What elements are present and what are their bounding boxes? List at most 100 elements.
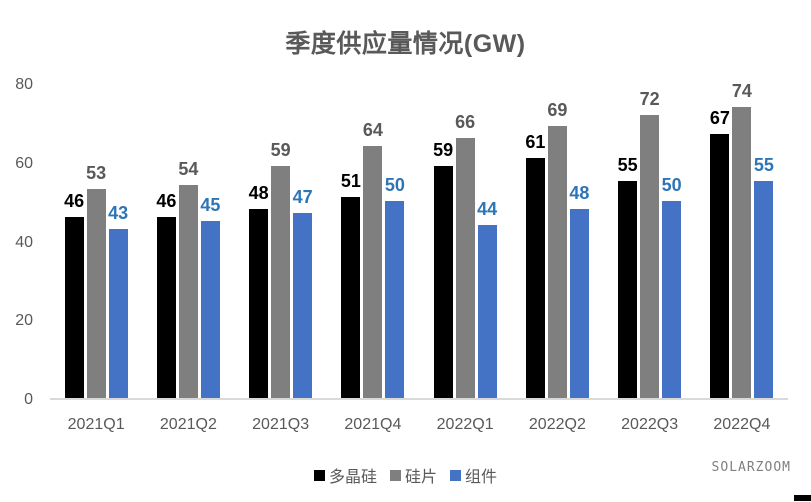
legend-label: 组件 [465, 469, 498, 486]
bar-value-label: 61 [525, 131, 546, 152]
bar-slot: 69 [547, 101, 567, 398]
bar-slot: 74 [732, 82, 752, 398]
bar-slot: 53 [86, 164, 106, 398]
bar-value-label: 47 [292, 186, 313, 207]
bar-slot: 51 [341, 172, 361, 398]
bar-value-label: 46 [156, 190, 177, 211]
bar [525, 157, 545, 398]
x-axis: 2021Q1 2021Q2 2021Q3 2021Q4 2022Q1 2022Q2 2022… [50, 416, 788, 434]
bar-group: 59 66 44 [419, 85, 511, 398]
bar-value-label: 74 [731, 80, 752, 101]
bar-slot: 64 [363, 121, 383, 398]
bar-slot: 50 [385, 176, 405, 398]
bar-group: 55 72 50 [604, 85, 696, 398]
bar-slot: 59 [433, 141, 453, 398]
bar [363, 146, 383, 398]
legend-swatch-icon [389, 469, 401, 481]
bar-slot: 54 [178, 160, 198, 398]
bar [64, 216, 84, 398]
bar [271, 165, 291, 398]
bar-value-label: 48 [248, 183, 269, 203]
bar-value-label: 55 [617, 155, 638, 176]
y-axis: 0 20 40 60 80 [0, 0, 33, 502]
bar-group: 46 53 43 [50, 85, 142, 398]
bar-slot: 61 [525, 133, 545, 398]
legend-swatch-icon [313, 469, 325, 481]
x-tick-label: 2022Q4 [713, 416, 771, 433]
bar [178, 185, 198, 398]
bar-slot: 55 [618, 156, 638, 398]
bar [547, 126, 567, 398]
x-tick-label: 2021Q3 [252, 416, 310, 433]
corner-mark [794, 495, 811, 501]
bar-value-label: 54 [178, 159, 199, 180]
bar-value-label: 46 [64, 190, 85, 211]
bar-value-label: 67 [709, 108, 730, 129]
legend-item: 组件 [450, 463, 497, 487]
bar-value-label: 72 [639, 88, 660, 109]
bar-groups: 46 53 43 46 54 45 48 59 47 51 64 50 59 66 44 61 69 48 55 72… [50, 82, 788, 398]
bar-value-label: 69 [547, 100, 568, 121]
bar [569, 209, 589, 398]
bar-slot: 47 [293, 188, 313, 398]
bar-slot: 67 [710, 109, 730, 398]
bar-group: 46 54 45 [142, 85, 234, 398]
bar-value-label: 64 [362, 120, 383, 140]
y-tick-label: 80 [15, 76, 33, 93]
bar-value-label: 43 [108, 202, 129, 223]
legend-item: 多晶硅 [313, 463, 377, 487]
bar [754, 181, 774, 398]
bar-slot: 46 [64, 192, 84, 398]
bar [249, 209, 269, 398]
legend-label: 多晶硅 [328, 469, 377, 486]
bar [293, 212, 313, 398]
legend: 多晶硅 硅片 组件 [0, 463, 811, 487]
x-tick-label: 2022Q3 [621, 416, 679, 433]
bar [662, 201, 682, 398]
chart-title: 季度供应量情况(GW) [285, 30, 526, 58]
y-tick-label: 20 [15, 312, 33, 330]
bar-group: 51 64 50 [327, 85, 419, 398]
bar [200, 220, 220, 398]
x-tick-label: 2021Q1 [67, 416, 125, 433]
bar [86, 189, 106, 398]
bar-value-label: 55 [753, 155, 774, 176]
bar-value-label: 51 [340, 171, 361, 192]
bar [385, 201, 405, 398]
bar [732, 106, 752, 398]
bar-group: 61 69 48 [511, 85, 603, 398]
bar-slot: 45 [200, 196, 220, 398]
bar-group: 48 59 47 [235, 85, 327, 398]
y-tick-label: 0 [24, 391, 33, 408]
bar [108, 228, 128, 398]
bar-slot: 48 [249, 184, 269, 398]
bar-slot: 55 [754, 156, 774, 398]
plot-area: 46 53 43 46 54 45 48 59 47 51 64 50 59 66 44 61 69 48 55 72… [50, 82, 788, 400]
x-tick-label: 2022Q1 [436, 416, 494, 433]
bar-group: 67 74 55 [696, 82, 788, 398]
legend-item: 硅片 [389, 463, 437, 487]
bar-value-label: 48 [569, 183, 590, 203]
bar-value-label: 59 [433, 139, 454, 160]
bar-slot: 72 [640, 90, 660, 398]
bar-value-label: 66 [455, 112, 476, 133]
legend-label: 硅片 [404, 469, 437, 486]
x-tick-label: 2021Q2 [159, 416, 217, 433]
x-tick-label: 2021Q4 [344, 416, 402, 433]
bar-value-label: 45 [200, 194, 221, 215]
bar [455, 138, 475, 398]
x-tick-label: 2022Q2 [528, 416, 586, 433]
bar-value-label: 53 [86, 163, 107, 184]
bar [156, 216, 176, 398]
bar-slot: 50 [662, 176, 682, 398]
bar-slot: 59 [271, 141, 291, 398]
bar [710, 134, 730, 398]
bar-slot: 66 [455, 113, 475, 398]
legend-swatch-icon [450, 469, 461, 481]
y-tick-label: 60 [15, 154, 33, 172]
bar [640, 114, 660, 398]
y-tick-label: 40 [15, 233, 33, 251]
bar-value-label: 59 [270, 139, 291, 160]
bar-slot: 48 [569, 184, 589, 398]
